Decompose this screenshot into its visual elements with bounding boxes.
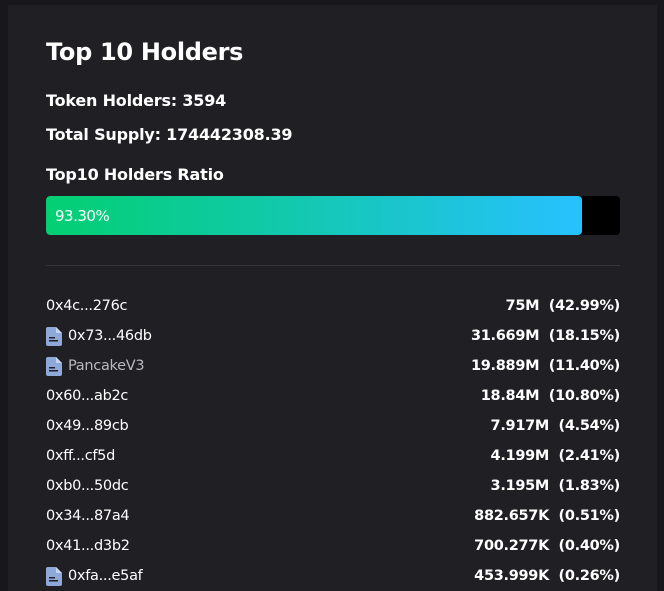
- holder-address-link[interactable]: 0xb0...50dc: [46, 478, 129, 494]
- holder-amount: 18.84M (10.80%): [480, 388, 621, 404]
- holders-ratio-fill: 93.30%: [46, 196, 582, 235]
- holder-amount: 4.199M (2.41%): [490, 448, 621, 464]
- holder-address-link[interactable]: 0xff...cf5d: [46, 448, 115, 464]
- holder-amount: 700.277K (0.40%): [474, 538, 620, 554]
- holder-row: 0x60...ab2c 18.84M (10.80%): [46, 381, 620, 411]
- holder-amount: 19.889M (11.40%): [470, 358, 620, 374]
- holder-address: 0x4c...276c: [46, 298, 128, 314]
- holder-address: 0xfa...e5af: [68, 568, 143, 584]
- holder-address: 0x73...46db: [68, 328, 152, 344]
- divider: [46, 265, 620, 266]
- holder-row: 0xfa...e5af 453.999K (0.26%): [46, 561, 620, 591]
- holder-address: 0x34...87a4: [46, 508, 130, 524]
- holder-row: 0x34...87a4 882.657K (0.51%): [46, 501, 620, 531]
- total-supply: Total Supply: 174442308.39: [46, 125, 293, 144]
- panel-title: Top 10 Holders: [46, 38, 244, 66]
- document-icon: [46, 356, 62, 376]
- holder-amount: 3.195M (1.83%): [490, 478, 621, 494]
- holder-row: PancakeV3 19.889M (11.40%): [46, 351, 620, 381]
- holder-address-link[interactable]: 0x34...87a4: [46, 508, 130, 524]
- holder-amount: 7.917M (4.54%): [490, 418, 621, 434]
- holder-address-link[interactable]: PancakeV3: [46, 356, 145, 376]
- holders-ratio-bar: 93.30%: [46, 196, 620, 235]
- holder-row: 0x49...89cb 7.917M (4.54%): [46, 411, 620, 441]
- holders-list: 0x4c...276c 75M (42.99%) 0x73...46db 31.…: [46, 291, 620, 591]
- top-holders-panel: Top 10 Holders Token Holders: 3594 Total…: [8, 5, 657, 591]
- holder-address: PancakeV3: [68, 358, 145, 374]
- holder-amount: 882.657K (0.51%): [474, 508, 620, 524]
- token-holders-count: Token Holders: 3594: [46, 91, 227, 110]
- holder-amount: 453.999K (0.26%): [474, 568, 620, 584]
- holder-address-link[interactable]: 0x41...d3b2: [46, 538, 130, 554]
- document-icon: [46, 566, 62, 586]
- holder-amount: 75M (42.99%): [505, 298, 621, 314]
- holder-address: 0xff...cf5d: [46, 448, 115, 464]
- holder-address-link[interactable]: 0x73...46db: [46, 326, 152, 346]
- holder-address: 0x41...d3b2: [46, 538, 130, 554]
- holder-amount: 31.669M (18.15%): [470, 328, 620, 344]
- document-icon: [46, 326, 62, 346]
- holder-row: 0xff...cf5d 4.199M (2.41%): [46, 441, 620, 471]
- holder-address-link[interactable]: 0x60...ab2c: [46, 388, 128, 404]
- holder-address-link[interactable]: 0xfa...e5af: [46, 566, 143, 586]
- holders-ratio-value: 93.30%: [55, 206, 110, 225]
- holder-address-link[interactable]: 0x49...89cb: [46, 418, 129, 434]
- holder-row: 0x73...46db 31.669M (18.15%): [46, 321, 620, 351]
- holder-row: 0xb0...50dc 3.195M (1.83%): [46, 471, 620, 501]
- holders-ratio-label: Top10 Holders Ratio: [46, 165, 224, 184]
- holder-row: 0x4c...276c 75M (42.99%): [46, 291, 620, 321]
- holder-row: 0x41...d3b2 700.277K (0.40%): [46, 531, 620, 561]
- holder-address: 0x60...ab2c: [46, 388, 129, 404]
- holder-address: 0x49...89cb: [46, 418, 129, 434]
- holder-address-link[interactable]: 0x4c...276c: [46, 298, 127, 314]
- holder-address: 0xb0...50dc: [46, 478, 129, 494]
